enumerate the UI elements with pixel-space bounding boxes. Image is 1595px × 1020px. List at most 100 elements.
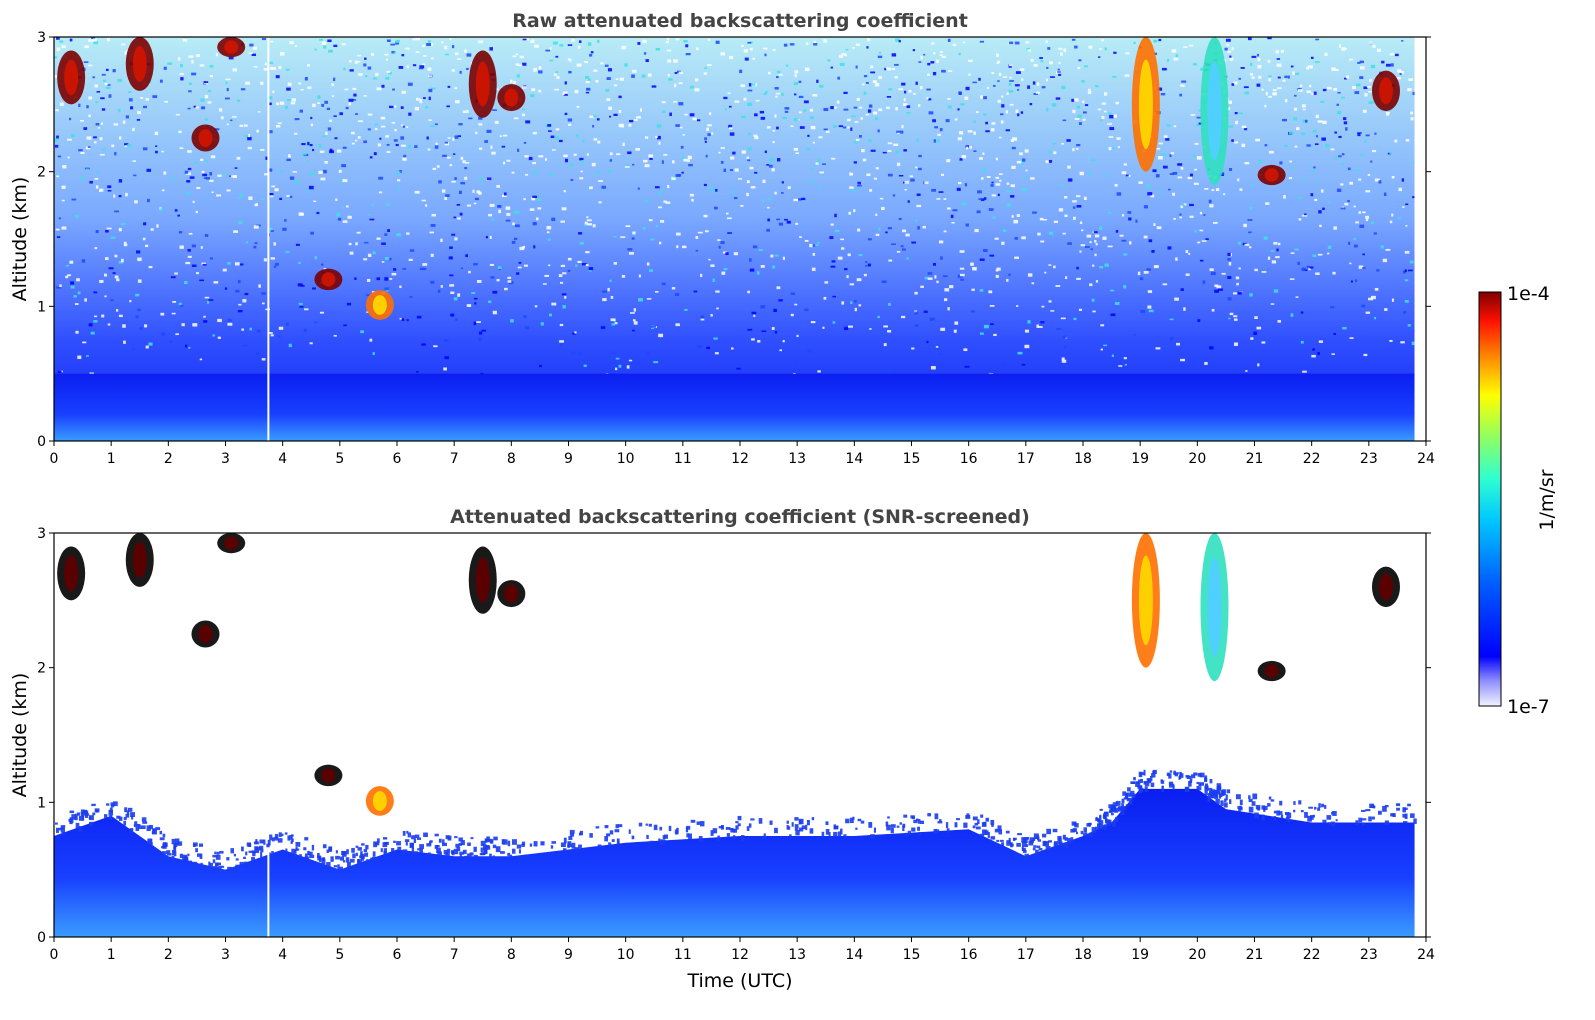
noise-pixel — [297, 283, 303, 287]
noise-pixel — [365, 75, 368, 78]
noise-pixel — [655, 135, 658, 139]
noise-pixel — [751, 338, 755, 341]
noise-pixel — [878, 108, 883, 112]
noise-pixel — [355, 113, 358, 116]
noise-pixel — [692, 117, 697, 121]
noise-pixel — [928, 111, 934, 115]
noise-pixel — [991, 122, 996, 125]
bl-edge-pixel — [130, 812, 135, 817]
noise-pixel — [307, 190, 310, 194]
noise-pixel — [270, 257, 275, 260]
noise-pixel — [381, 261, 385, 263]
bl-edge-pixel — [1382, 805, 1387, 812]
noise-pixel — [1021, 188, 1027, 192]
noise-pixel — [1153, 39, 1158, 43]
noise-pixel — [866, 46, 869, 49]
noise-pixel — [1338, 155, 1342, 158]
bl-edge-pixel — [1205, 783, 1208, 790]
noise-pixel — [747, 132, 752, 135]
noise-pixel — [896, 130, 900, 133]
noise-pixel — [597, 140, 601, 144]
noise-pixel — [985, 130, 990, 133]
bl-edge-pixel — [197, 853, 201, 857]
noise-pixel — [851, 115, 856, 118]
noise-pixel — [655, 291, 659, 293]
noise-pixel — [675, 323, 680, 327]
bl-edge-pixel — [108, 809, 114, 816]
noise-pixel — [874, 83, 880, 87]
noise-pixel — [448, 256, 453, 260]
bl-edge-pixel — [1396, 807, 1400, 811]
noise-pixel — [762, 179, 766, 183]
noise-pixel — [1118, 365, 1123, 367]
noise-pixel — [1001, 104, 1005, 108]
noise-pixel — [214, 128, 220, 131]
noise-pixel — [506, 212, 511, 216]
noise-pixel — [148, 265, 153, 269]
noise-pixel — [609, 279, 612, 282]
noise-pixel — [375, 72, 379, 77]
bl-edge-pixel — [1308, 806, 1313, 809]
bl-edge-pixel — [732, 835, 736, 840]
noise-pixel — [251, 53, 256, 57]
noise-pixel — [773, 308, 777, 313]
noise-pixel — [204, 94, 209, 99]
bl-edge-pixel — [95, 809, 99, 813]
noise-pixel — [756, 271, 760, 275]
noise-pixel — [1261, 88, 1264, 91]
noise-pixel — [1317, 120, 1323, 123]
bl-edge-pixel — [578, 844, 582, 849]
noise-pixel — [275, 75, 280, 79]
noise-pixel — [1270, 303, 1275, 305]
noise-pixel — [156, 224, 159, 228]
noise-pixel — [1037, 232, 1041, 236]
bl-edge-pixel — [1207, 795, 1211, 802]
noise-pixel — [1312, 348, 1315, 351]
bl-edge-pixel — [1028, 840, 1034, 846]
noise-pixel — [118, 108, 121, 113]
noise-pixel — [114, 210, 120, 213]
noise-pixel — [777, 158, 781, 162]
bl-edge-pixel — [118, 816, 123, 821]
noise-pixel — [1340, 183, 1344, 186]
noise-pixel — [66, 138, 72, 141]
noise-pixel — [1104, 263, 1109, 267]
cloud-core — [1138, 59, 1153, 150]
noise-pixel — [965, 86, 970, 91]
bl-edge-pixel — [990, 836, 996, 840]
noise-pixel — [538, 66, 542, 70]
noise-pixel — [646, 351, 650, 355]
noise-pixel — [1399, 71, 1404, 74]
noise-pixel — [478, 337, 482, 342]
noise-pixel — [161, 332, 166, 336]
noise-pixel — [377, 143, 381, 147]
noise-pixel — [865, 113, 870, 116]
noise-pixel — [1081, 79, 1085, 83]
noise-pixel — [1027, 49, 1032, 52]
noise-pixel — [980, 95, 983, 99]
noise-pixel — [803, 100, 809, 104]
noise-pixel — [449, 284, 455, 287]
bl-edge-pixel — [489, 838, 493, 844]
noise-pixel — [318, 144, 322, 148]
noise-pixel — [1053, 265, 1056, 269]
noise-pixel — [1382, 258, 1387, 263]
x-tick-label: 15 — [903, 451, 921, 467]
bl-edge-pixel — [1286, 812, 1292, 818]
noise-pixel — [1071, 38, 1076, 41]
noise-pixel — [264, 173, 269, 176]
noise-pixel — [995, 157, 998, 161]
bl-edge-pixel — [595, 826, 600, 829]
noise-pixel — [450, 313, 455, 317]
noise-pixel — [1107, 245, 1113, 248]
noise-pixel — [862, 158, 867, 162]
noise-pixel — [718, 151, 721, 154]
noise-pixel — [240, 88, 246, 91]
bl-edge-pixel — [1185, 775, 1190, 778]
bl-edge-pixel — [216, 851, 220, 855]
noise-pixel — [849, 172, 852, 176]
noise-pixel — [269, 40, 274, 43]
noise-pixel — [236, 156, 241, 160]
noise-pixel — [979, 258, 985, 261]
noise-pixel — [433, 345, 438, 348]
